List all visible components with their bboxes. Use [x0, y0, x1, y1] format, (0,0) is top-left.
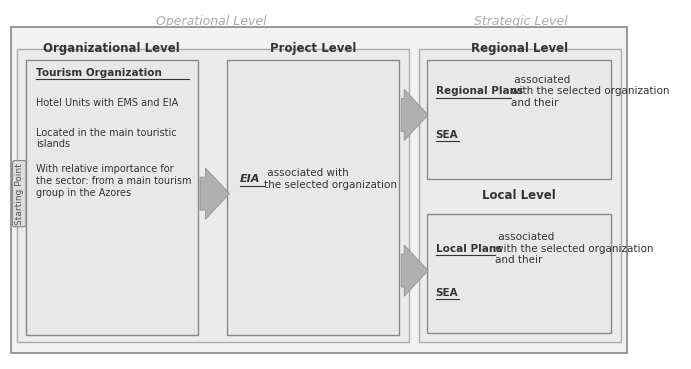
Text: EIA: EIA — [240, 174, 261, 184]
Text: Local Plans: Local Plans — [436, 244, 502, 254]
Text: Starting Point: Starting Point — [15, 163, 23, 224]
Polygon shape — [200, 168, 229, 219]
Text: Regional Plans: Regional Plans — [436, 86, 523, 96]
Text: Project Level: Project Level — [270, 42, 357, 55]
Text: Hotel Units with EMS and EIA: Hotel Units with EMS and EIA — [37, 99, 179, 108]
Text: Strategic Level: Strategic Level — [473, 15, 567, 28]
Text: associated
with the selected organization
and their: associated with the selected organizatio… — [495, 232, 654, 265]
FancyBboxPatch shape — [17, 49, 409, 342]
Text: Organizational Level: Organizational Level — [43, 42, 180, 55]
Polygon shape — [401, 245, 428, 296]
Text: SEA: SEA — [436, 130, 458, 140]
Text: SEA: SEA — [436, 287, 458, 297]
FancyBboxPatch shape — [227, 60, 399, 335]
Text: With relative importance for
the sector: from a main tourism
group in the Azores: With relative importance for the sector:… — [37, 164, 192, 197]
FancyBboxPatch shape — [427, 60, 612, 179]
Text: Operational Level: Operational Level — [156, 15, 267, 28]
FancyBboxPatch shape — [419, 49, 621, 342]
Text: Tourism Organization: Tourism Organization — [37, 68, 162, 78]
Text: associated
with the selected organization
and their: associated with the selected organizatio… — [511, 75, 670, 108]
FancyBboxPatch shape — [11, 27, 627, 353]
Text: Regional Level: Regional Level — [471, 42, 568, 55]
FancyBboxPatch shape — [26, 60, 198, 335]
Polygon shape — [401, 89, 428, 141]
Text: Local Level: Local Level — [482, 189, 556, 202]
Text: Located in the main touristic
islands: Located in the main touristic islands — [37, 128, 177, 149]
Text: associated with
the selected organization: associated with the selected organizatio… — [265, 168, 397, 190]
FancyBboxPatch shape — [427, 214, 612, 333]
